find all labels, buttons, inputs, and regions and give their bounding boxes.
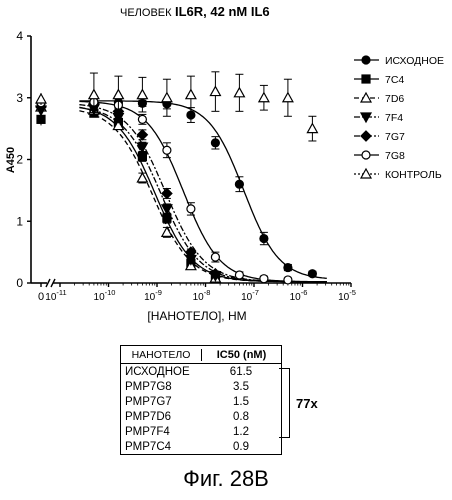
- table-cell-name: PMP7G8: [121, 381, 201, 393]
- table-row: PMP7D6 0.8: [121, 409, 281, 424]
- legend-marker: [362, 75, 370, 83]
- y-axis-label: A450: [5, 147, 17, 173]
- data-point: [259, 93, 269, 102]
- data-point: [162, 93, 172, 102]
- table-cell-name: PMP7C4: [121, 441, 201, 453]
- legend-marker: [361, 131, 371, 141]
- data-point: [137, 90, 147, 99]
- data-point: [235, 271, 243, 279]
- series-curve-1: [79, 107, 326, 281]
- series-curve-3: [79, 108, 326, 282]
- data-point: [210, 87, 220, 96]
- data-point: [89, 90, 99, 99]
- table-cell-name: PMP7G7: [121, 396, 201, 408]
- x-axis-label: [НАНОТЕЛО], НМ: [147, 309, 246, 323]
- x-tick-label: 10-7: [241, 288, 259, 303]
- legend-marker: [362, 151, 370, 159]
- data-point: [113, 90, 123, 99]
- ic50-table: НАНОТЕЛО IC50 (nM) ИСХОДНОЕ 61.5 PMP7G8 …: [120, 345, 282, 455]
- data-point: [186, 90, 196, 99]
- data-point: [211, 253, 219, 261]
- chart-title-prefix: ЧЕЛОВЕК: [120, 7, 172, 19]
- legend-marker: [362, 56, 370, 64]
- x-tick-label: 10-5: [338, 288, 356, 303]
- data-point: [162, 227, 172, 236]
- table-cell-name: PMP7F4: [121, 426, 201, 438]
- table-row: PMP7F4 1.2: [121, 424, 281, 439]
- data-point: [284, 264, 292, 272]
- x-tick-label: 10-10: [94, 288, 116, 303]
- x-tick-label: 10-8: [193, 288, 211, 303]
- table-row: PMP7C4 0.9: [121, 439, 281, 454]
- table-row: ИСХОДНОЕ 61.5: [121, 364, 281, 379]
- table-cell-ic50: 0.9: [201, 441, 281, 453]
- series-curve-2: [79, 111, 326, 282]
- ic50-header-nanobody: НАНОТЕЛО: [121, 349, 202, 361]
- legend-label: 7C4: [385, 74, 404, 86]
- y-tick-label: 3: [16, 91, 23, 105]
- figure-caption: Фиг. 28В: [0, 466, 452, 492]
- y-tick-label: 0: [16, 276, 23, 290]
- legend-label: 7F4: [385, 112, 403, 124]
- legend-label: ИСХОДНОЕ: [385, 55, 444, 67]
- legend-label: 7D6: [385, 93, 404, 105]
- data-point: [308, 270, 316, 278]
- x-tick-label: 10-6: [290, 288, 308, 303]
- x-tick-label: 0: [38, 291, 44, 303]
- ic50-header-value: IC50 (nM): [202, 349, 281, 361]
- table-cell-ic50: 3.5: [201, 381, 281, 393]
- table-cell-ic50: 0.8: [201, 411, 281, 423]
- data-point: [137, 130, 147, 140]
- y-tick-label: 2: [16, 153, 23, 167]
- data-point: [138, 115, 146, 123]
- data-point: [234, 88, 244, 97]
- table-row: PMP7G8 3.5: [121, 379, 281, 394]
- data-point: [36, 94, 46, 103]
- legend-label: 7G8: [385, 150, 405, 162]
- y-tick-label: 1: [16, 214, 23, 228]
- data-point: [260, 235, 268, 243]
- table-row: PMP7G7 1.5: [121, 394, 281, 409]
- table-cell-ic50: 1.2: [201, 426, 281, 438]
- data-point: [162, 188, 172, 198]
- x-tick-label: 10-11: [45, 288, 66, 303]
- legend-label: 7G7: [385, 131, 405, 143]
- fold-change-label: 77x: [296, 396, 318, 411]
- y-tick-label: 4: [16, 29, 23, 43]
- table-cell-ic50: 61.5: [201, 366, 281, 378]
- dose-response-chart: ЧЕЛОВЕК IL6R, 42 nM IL6 A450 [НАНОТЕЛО],…: [0, 0, 452, 340]
- data-point: [235, 180, 243, 188]
- ic50-table-header: НАНОТЕЛО IC50 (nM): [121, 346, 281, 364]
- data-point: [211, 139, 219, 147]
- data-point: [284, 276, 292, 284]
- table-cell-ic50: 1.5: [201, 396, 281, 408]
- legend: ИСХОДНОЕ 7C4 7D6 7F4 7G7 7G8 КОНТРОЛЬ: [354, 55, 444, 181]
- data-point: [260, 275, 268, 283]
- data-point: [187, 205, 195, 213]
- data-point: [37, 115, 45, 123]
- chart-title: IL6R, 42 nM IL6: [175, 4, 270, 19]
- fold-bracket: [279, 368, 290, 438]
- legend-label: КОНТРОЛЬ: [385, 169, 442, 181]
- data-point: [307, 124, 317, 133]
- plot-area: 01234010-1110-1010-910-810-710-610-5: [16, 29, 356, 303]
- table-cell-name: ИСХОДНОЕ: [121, 366, 201, 378]
- data-point: [283, 93, 293, 102]
- data-point: [163, 146, 171, 154]
- data-point: [137, 173, 147, 182]
- table-cell-name: PMP7D6: [121, 411, 201, 423]
- x-tick-label: 10-9: [144, 288, 162, 303]
